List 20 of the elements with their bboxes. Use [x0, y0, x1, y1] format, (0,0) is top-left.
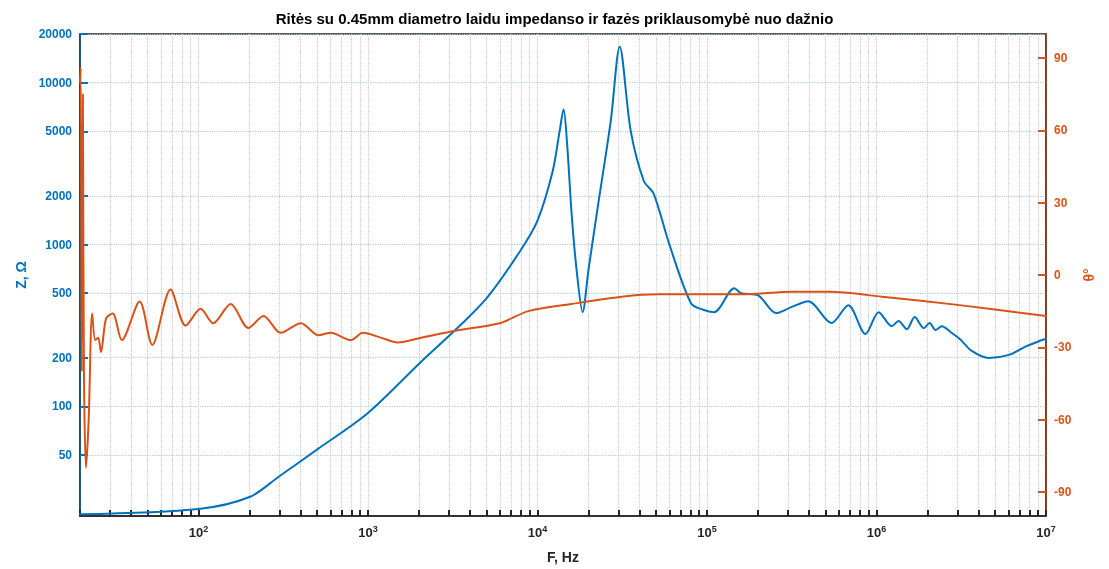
- y-tick-label: 20000: [38, 27, 73, 41]
- chart-title: Ritės su 0.45mm diametro laidu impedanso ir fazės priklausomybė nuo dažnio: [275, 10, 834, 27]
- y-tick-label: 5000: [45, 124, 73, 139]
- y-tick-label: 100: [51, 399, 73, 414]
- y2-tick-label: -90: [1054, 484, 1072, 499]
- y-axis-title: Z, Ω: [12, 261, 29, 289]
- y2-tick-label: -30: [1054, 340, 1072, 355]
- y-tick-label: 1000: [45, 237, 73, 252]
- y2-tick-label: -60: [1054, 412, 1072, 427]
- y-tick-label: 50: [58, 448, 73, 463]
- y2-tick-label: 30: [1054, 195, 1068, 210]
- y-tick-label: 10000: [38, 75, 73, 90]
- y-tick-label: 500: [51, 286, 73, 301]
- y2-tick-label: 90: [1054, 51, 1068, 66]
- y2-tick-label: 0: [1054, 268, 1061, 282]
- y-tick-label: 2000: [45, 188, 73, 203]
- y2-tick-label: 60: [1054, 123, 1068, 138]
- x-axis-title: F, Hz: [547, 549, 579, 565]
- y-tick-label: 200: [51, 350, 73, 365]
- y2-axis-title: θ°: [1081, 268, 1098, 282]
